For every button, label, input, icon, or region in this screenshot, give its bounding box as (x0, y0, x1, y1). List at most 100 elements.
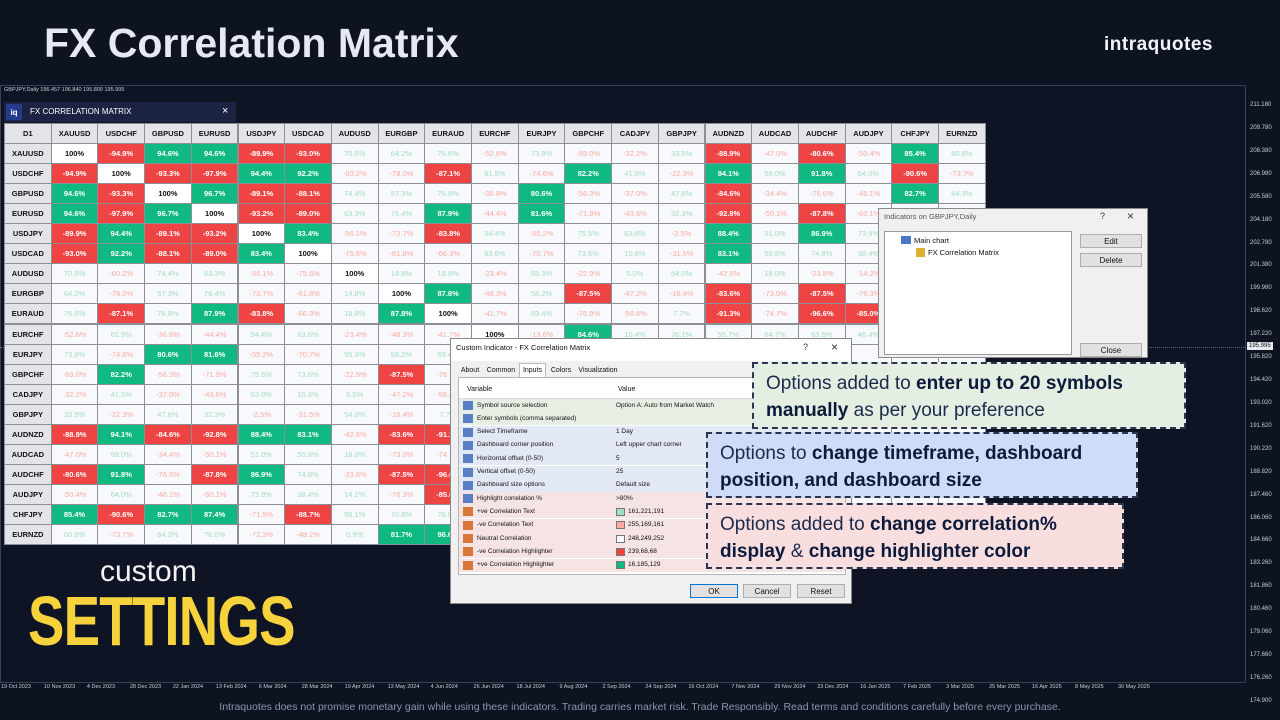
matrix-cell: 32.3% (190, 403, 239, 425)
matrix-cell: 73.9% (517, 143, 566, 165)
row-header: AUDUSD (4, 263, 52, 285)
matrix-cell: -48.3% (377, 323, 426, 345)
dialog-button[interactable]: Cancel (743, 584, 791, 598)
date-label: 19 Apr 2024 (344, 684, 375, 690)
matrix-cell: 94.6% (50, 203, 99, 225)
dialog-button[interactable]: Close (1080, 343, 1142, 357)
matrix-cell: -91.3% (704, 303, 753, 325)
dialog-button[interactable]: Reset (797, 584, 845, 598)
matrix-cell: 55.3% (517, 263, 566, 285)
input-value[interactable]: Default size (616, 481, 650, 489)
input-value[interactable]: 1 Day (616, 428, 633, 436)
input-value[interactable]: 248,249,252 (628, 534, 665, 542)
matrix-cell: 76.6% (50, 303, 99, 325)
matrix-cell: 82.7% (144, 503, 192, 525)
input-value[interactable]: >80% (616, 494, 633, 502)
dialog-help[interactable]: ? (803, 342, 809, 352)
matrix-cell: 41.5% (611, 163, 659, 185)
row-header: USDCHF (4, 163, 52, 185)
column-header: Variable (467, 386, 493, 393)
matrix-cell: -43.6% (190, 383, 239, 405)
matrix-cell: -44.4% (190, 323, 239, 345)
matrix-cell: 51.0% (237, 443, 286, 465)
input-value[interactable]: 161,221,191 (628, 507, 665, 515)
callout-text: change highlighter color (808, 541, 1031, 562)
price-axis-label: 188.820 (1250, 468, 1272, 475)
input-value[interactable]: 239,68,68 (628, 547, 657, 555)
matrix-cell: 100% (97, 163, 146, 185)
matrix-cell: -74.7% (751, 303, 799, 325)
price-axis-label: 205.580 (1250, 193, 1272, 200)
matrix-cell: 14.8% (330, 283, 379, 305)
matrix-cell: -87.5% (797, 283, 846, 305)
input-value[interactable]: 16,185,129 (628, 561, 661, 569)
matrix-cell: 5.0% (611, 263, 659, 285)
price-axis-label: 193.020 (1250, 399, 1272, 406)
price-axis-label: 201.380 (1250, 262, 1272, 269)
tree-item[interactable]: Main chart (914, 236, 950, 245)
tab[interactable]: Common (486, 366, 516, 374)
matrix-cell: 87.8% (377, 303, 426, 325)
matrix-cell: 96.7% (144, 203, 192, 225)
tab[interactable]: Inputs (519, 363, 546, 377)
matrix-cell: -83.8% (424, 223, 472, 245)
row-icon (463, 507, 473, 517)
matrix-cell: 76.0% (190, 524, 239, 546)
matrix-cell: -61.8% (377, 243, 426, 265)
dialog-close[interactable]: × (1127, 209, 1135, 223)
tab[interactable]: Colors (550, 366, 572, 374)
dialog-help[interactable]: ? (1100, 211, 1106, 221)
input-value[interactable]: Left upper chart corner (616, 441, 682, 449)
callout: Options added to enter up to 20 symbols … (752, 362, 1186, 429)
tab[interactable]: Visualization (578, 366, 618, 374)
input-value[interactable]: 255,169,161 (628, 521, 665, 529)
matrix-cell: 83.1% (704, 243, 753, 265)
price-axis-label: 174.900 (1250, 697, 1272, 704)
column-header: D1 (4, 123, 52, 145)
price-axis-label: 211.180 (1250, 102, 1272, 108)
panel-close[interactable]: × (222, 105, 229, 117)
dialog-button[interactable]: Edit (1080, 234, 1142, 248)
matrix-cell: -31.5% (284, 403, 332, 425)
callout-text: change correlation% display (720, 514, 1057, 562)
date-label: 6 Mar 2024 (258, 684, 287, 690)
column-header: EURAUD (424, 123, 472, 145)
dialog-button[interactable]: OK (690, 584, 738, 598)
matrix-cell: -69.0% (50, 363, 99, 385)
matrix-cell: -96.6% (797, 303, 846, 325)
tree-item[interactable]: FX Correlation Matrix (928, 248, 999, 257)
date-label: 10 Nov 2023 (43, 684, 76, 690)
matrix-cell: -22.3% (657, 163, 706, 185)
input-value[interactable]: 25 (616, 468, 624, 475)
date-label: 26 Jun 2024 (473, 684, 504, 690)
price-axis-label: 183.260 (1250, 560, 1272, 567)
matrix-cell: 92.2% (97, 243, 146, 265)
row-header: EURUSD (4, 203, 52, 225)
matrix-cell: -78.0% (97, 283, 146, 305)
matrix-cell: -47.0% (50, 443, 99, 465)
matrix-cell: -89.1% (237, 183, 286, 205)
matrix-cell: -88.1% (284, 183, 332, 205)
input-value[interactable]: Option A: Auto from Market Watch (616, 401, 715, 409)
matrix-cell: 10.8% (611, 243, 659, 265)
matrix-cell: 94.1% (704, 163, 753, 185)
matrix-cell: -46.1% (844, 183, 893, 205)
matrix-cell: 91.8% (97, 463, 146, 485)
dialog-close[interactable]: × (831, 340, 839, 354)
input-name: Horizontal offset (0-50) (477, 454, 543, 462)
tab[interactable]: About (460, 366, 480, 374)
matrix-cell: -89.1% (144, 223, 192, 245)
matrix-cell: -56.1% (237, 263, 286, 285)
matrix-cell: -87.1% (424, 163, 472, 185)
date-label: 29 Nov 2024 (774, 684, 806, 690)
matrix-cell: 70.5% (330, 143, 379, 165)
matrix-cell: 94.4% (97, 223, 146, 245)
matrix-cell: 73.6% (284, 363, 332, 385)
input-name: Symbol source selection (477, 401, 548, 409)
matrix-cell: 50.8% (751, 243, 799, 265)
input-value[interactable]: 5 (616, 454, 620, 462)
matrix-cell: 76.4% (377, 203, 426, 225)
matrix-cell: -23.4% (471, 263, 519, 285)
dialog-button[interactable]: Delete (1080, 253, 1142, 267)
price-axis-label: 177.660 (1250, 652, 1272, 659)
